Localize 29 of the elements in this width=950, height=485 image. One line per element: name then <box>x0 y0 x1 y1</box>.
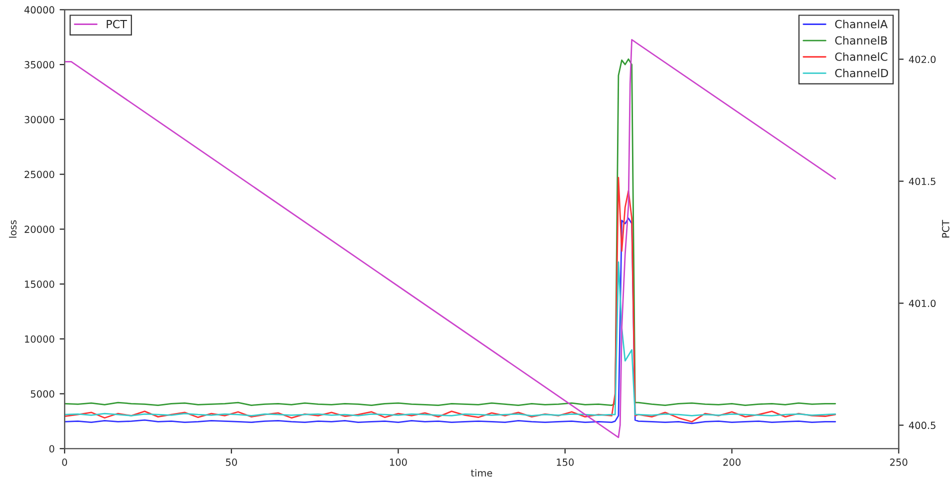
line-series <box>64 261 836 416</box>
y-tick-label: 15000 <box>25 280 54 288</box>
y2-tick-label: 402.0 <box>908 56 936 64</box>
legend-label: ChannelB <box>835 36 887 45</box>
legend-label: ChannelC <box>835 52 888 61</box>
y2-tick-label: 401.0 <box>908 300 936 308</box>
y2-tick-label: 400.5 <box>908 422 936 430</box>
x-axis-title: time <box>470 469 492 477</box>
y-tick-label: 25000 <box>24 170 54 178</box>
y-tick-label: 20000 <box>24 226 54 233</box>
y2-axis-title: PCT <box>942 220 950 238</box>
x-tick-label: 100 <box>390 458 407 466</box>
legend-label: ChannelD <box>835 68 888 78</box>
x-tick-label: 0 <box>62 458 68 466</box>
x-tick-label: 250 <box>890 458 908 466</box>
y-tick-label: 40000 <box>24 6 54 14</box>
y-tick-label: 30000 <box>24 116 54 124</box>
x-tick-label: 50 <box>226 458 237 466</box>
y-tick-label: 5000 <box>30 390 54 398</box>
line-series <box>64 176 836 422</box>
x-tick-label: 200 <box>723 458 741 466</box>
y-axis-title: loss <box>8 220 17 238</box>
y-tick-label: 35000 <box>24 61 54 68</box>
legend-label: ChannelA <box>835 20 888 28</box>
y-tick-label: 10000 <box>25 335 54 343</box>
y-tick-label: 0 <box>49 445 54 452</box>
legend-label: PCT <box>106 20 127 28</box>
y2-tick-label: 401.5 <box>908 178 936 186</box>
x-tick-label: 150 <box>556 458 574 466</box>
